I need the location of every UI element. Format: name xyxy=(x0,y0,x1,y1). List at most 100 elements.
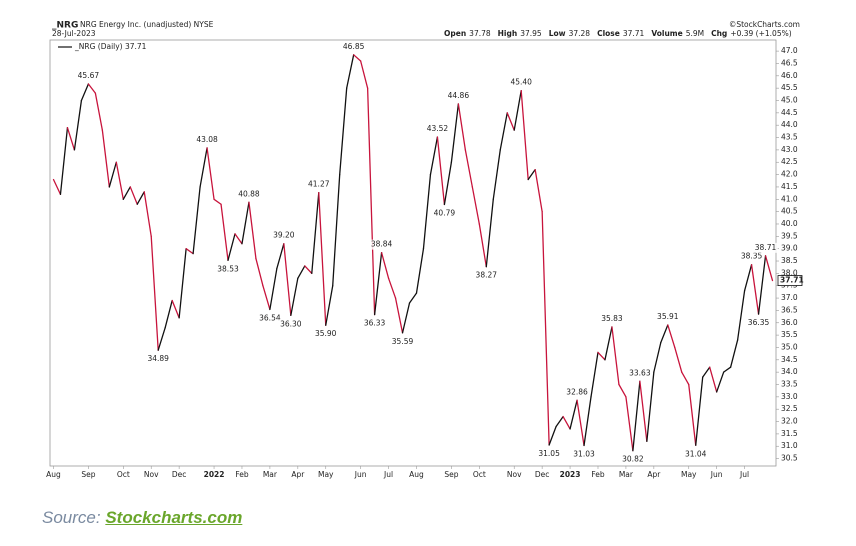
point-label: 45.67 xyxy=(78,71,100,80)
price-segment xyxy=(332,173,341,287)
y-tick-label: 43.5 xyxy=(781,133,798,142)
price-segment xyxy=(534,169,543,213)
point-label: 38.35 xyxy=(741,252,763,261)
price-segment xyxy=(513,89,522,131)
point-label: 41.27 xyxy=(308,180,330,189)
price-segment xyxy=(736,290,746,341)
price-segment xyxy=(548,425,557,446)
point-label-bg xyxy=(474,270,499,281)
point-label-bg xyxy=(145,354,171,365)
point-label: 35.90 xyxy=(315,329,337,338)
price-segment xyxy=(164,299,173,329)
point-label: 38.84 xyxy=(371,240,393,249)
price-segment xyxy=(764,255,774,282)
price-segment xyxy=(276,243,285,270)
price-segment xyxy=(485,198,494,268)
y-tick-label: 44.5 xyxy=(781,108,798,117)
price-segment xyxy=(464,149,473,188)
price-segment xyxy=(380,251,390,279)
price-segment xyxy=(408,292,418,304)
price-segment xyxy=(450,103,460,163)
x-tick-label: Dec xyxy=(535,470,550,479)
point-label: 35.59 xyxy=(392,337,414,346)
x-tick-label: May xyxy=(681,470,697,479)
point-label-bg xyxy=(432,208,457,219)
source-link[interactable]: Stockcharts.com xyxy=(105,508,243,527)
point-label-bg xyxy=(313,329,338,340)
price-segment xyxy=(206,147,215,200)
y-tick-label: 46.5 xyxy=(781,58,798,67)
point-label-bg xyxy=(236,189,262,200)
y-tick-label: 40.0 xyxy=(781,219,798,228)
price-segment xyxy=(576,399,585,447)
price-segment xyxy=(136,191,145,205)
x-tick-label: 2022 xyxy=(204,470,225,479)
point-label: 36.54 xyxy=(259,313,281,322)
y-tick-label: 31.5 xyxy=(781,429,798,438)
price-segment xyxy=(59,127,69,195)
price-segment xyxy=(555,415,564,428)
y-tick-label: 38.0 xyxy=(781,268,798,277)
price-segment xyxy=(178,248,187,319)
x-tick-label: 2023 xyxy=(560,470,581,479)
quote-value: 37.78 xyxy=(469,29,491,38)
x-tick-label: Aug xyxy=(46,470,61,479)
point-label: 38.27 xyxy=(476,271,498,280)
point-label-bg xyxy=(446,90,471,101)
x-tick-label: Sep xyxy=(444,470,458,479)
x-tick-label: Jul xyxy=(383,470,393,479)
point-label: 34.89 xyxy=(147,354,169,363)
y-tick-label: 33.0 xyxy=(781,392,798,401)
point-label-bg xyxy=(536,449,562,460)
quote-label: Chg xyxy=(711,29,727,38)
price-segment xyxy=(297,265,306,279)
price-segment xyxy=(87,83,97,94)
point-label-bg xyxy=(257,313,283,324)
y-tick-label: 45.0 xyxy=(781,96,798,105)
y-tick-label: 33.5 xyxy=(781,380,798,389)
plot-frame xyxy=(49,39,777,467)
x-tick-label: Mar xyxy=(263,470,278,479)
y-tick-label: 34.5 xyxy=(781,355,798,364)
price-segment xyxy=(716,371,725,393)
x-tick-label: May xyxy=(318,470,334,479)
point-label: 35.83 xyxy=(601,314,623,323)
y-tick-label: 44.0 xyxy=(781,120,798,129)
quote-label: Volume xyxy=(651,29,682,38)
symbol: _NRG xyxy=(52,21,78,31)
x-tick-label: Jul xyxy=(739,470,749,479)
price-segment xyxy=(157,327,166,351)
price-segment xyxy=(443,161,453,206)
price-segment xyxy=(709,366,718,393)
x-tick-label: Mar xyxy=(619,470,634,479)
price-segment xyxy=(674,346,683,373)
point-label-bg xyxy=(655,311,681,322)
point-label-bg xyxy=(390,336,415,347)
price-segment xyxy=(743,264,753,292)
point-label-bg xyxy=(362,318,387,329)
x-tick-label: Apr xyxy=(647,470,661,479)
point-label-bg xyxy=(739,251,764,262)
last-price-label: 37.71 xyxy=(780,276,804,285)
point-label-bg xyxy=(571,449,597,460)
price-segment xyxy=(94,92,104,131)
point-label-bg xyxy=(753,242,778,253)
price-segment xyxy=(506,112,515,131)
point-label-bg xyxy=(215,264,241,275)
x-tick-label: Nov xyxy=(144,470,159,479)
source-prefix: Source: xyxy=(42,508,101,527)
y-tick-label: 41.0 xyxy=(781,194,798,203)
company-name: NRG Energy Inc. (unadjusted) NYSE xyxy=(80,20,214,29)
price-segment xyxy=(262,285,271,311)
price-segment xyxy=(611,326,620,386)
price-segment xyxy=(422,173,432,250)
price-segment xyxy=(150,235,159,351)
price-segment xyxy=(129,186,138,205)
price-segment xyxy=(597,351,606,361)
point-label: 33.63 xyxy=(629,368,651,377)
price-segment xyxy=(653,341,662,373)
point-label: 45.40 xyxy=(510,78,532,87)
y-tick-label: 46.0 xyxy=(781,71,798,80)
y-tick-label: 45.5 xyxy=(781,83,798,92)
